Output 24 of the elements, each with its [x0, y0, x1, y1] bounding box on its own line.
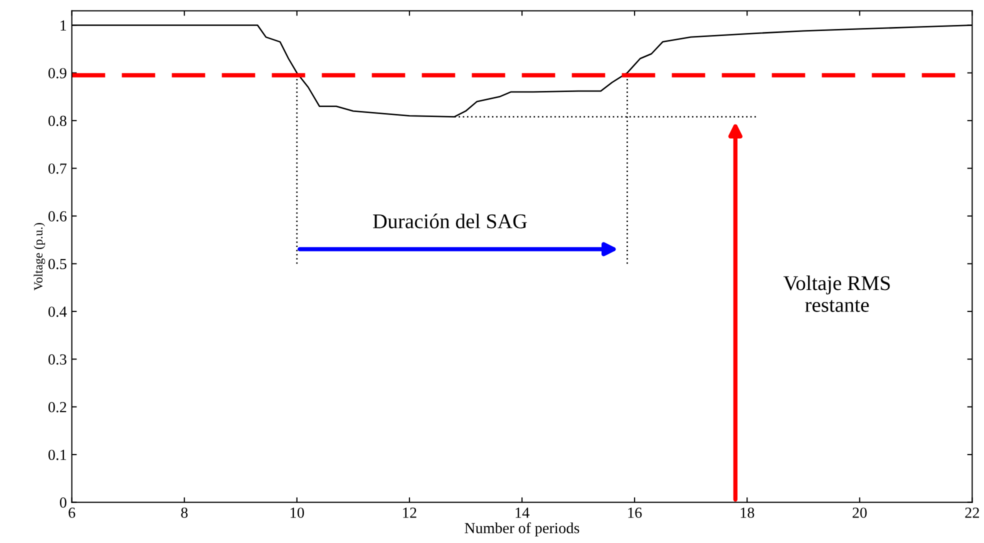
x-tick-label: 22 [965, 508, 979, 518]
y-tick-label: 1 [60, 20, 66, 30]
x-tick-label: 14 [516, 508, 530, 518]
y-tick-label: 0.7 [48, 163, 67, 174]
x-tick-label: 8 [181, 508, 188, 518]
y-axis-title: Voltage (p.u.) [34, 223, 46, 291]
y-tick-label: 0.9 [48, 68, 66, 78]
y-tick-label: 0.4 [48, 306, 67, 317]
y-tick-label: 0.2 [48, 402, 66, 412]
annotation: Duración del SAG [373, 214, 527, 228]
y-tick-label: 0.8 [48, 116, 66, 126]
y-tick-label: 0.1 [48, 450, 66, 460]
y-tick-label: 0.6 [48, 211, 67, 222]
x-tick-label: 18 [740, 508, 754, 518]
annotation: Voltaje RMS restante [783, 276, 890, 312]
x-tick-label: 10 [290, 508, 304, 518]
x-tick-label: 12 [403, 508, 416, 518]
x-tick-label: 16 [628, 508, 642, 518]
x-tick-label: 6 [68, 508, 76, 518]
y-tick-label: 0.5 [48, 258, 66, 270]
y-tick-label: 0.3 [48, 354, 66, 365]
y-tick-label: 0 [60, 497, 66, 508]
x-axis-title: Number of periods [464, 522, 580, 536]
x-tick-label: 20 [852, 508, 867, 518]
